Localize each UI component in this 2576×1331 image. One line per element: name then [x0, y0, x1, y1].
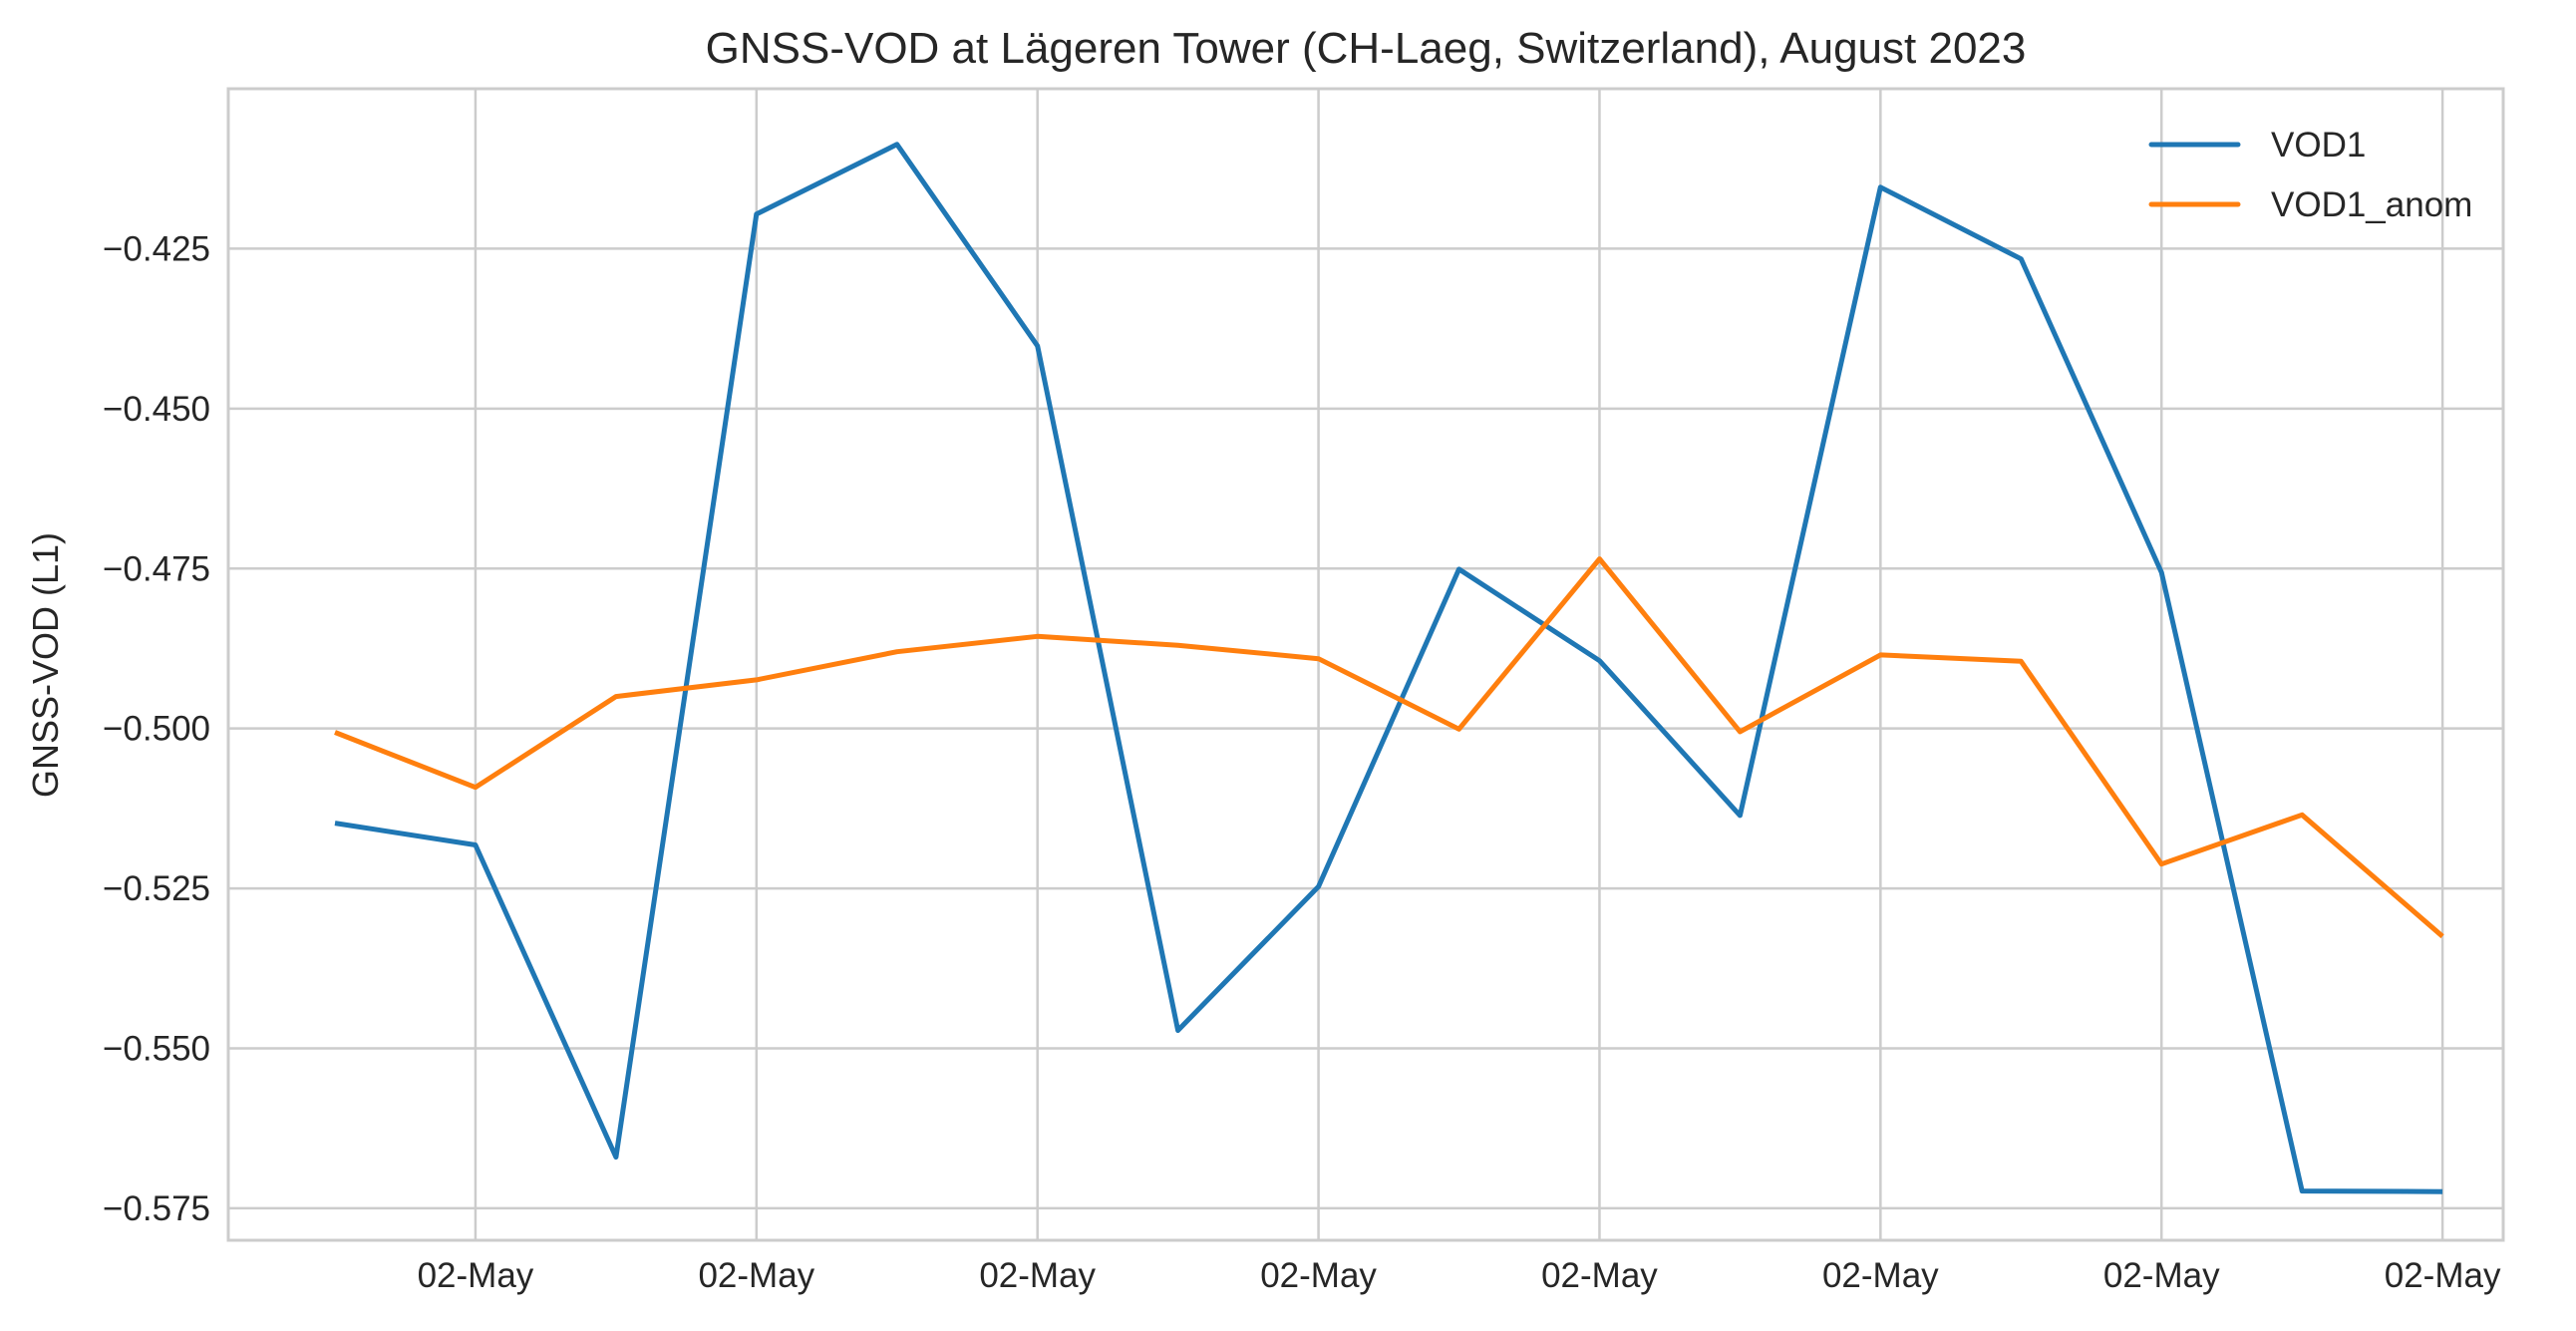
- y-tick-label: −0.425: [103, 229, 210, 268]
- x-tick-label: 02-May: [1260, 1256, 1377, 1295]
- x-tick-label: 02-May: [2385, 1256, 2501, 1295]
- x-tick-label: 02-May: [1822, 1256, 1939, 1295]
- y-tick-label: −0.575: [103, 1189, 210, 1228]
- y-tick-label: −0.550: [103, 1030, 210, 1069]
- y-tick-label: −0.450: [103, 390, 210, 429]
- x-tick-label: 02-May: [698, 1256, 814, 1295]
- legend-label-vod1-anom: VOD1_anom: [2271, 185, 2472, 224]
- x-tick-label: 02-May: [1541, 1256, 1658, 1295]
- x-tick-label: 02-May: [418, 1256, 534, 1295]
- x-tick-label: 02-May: [2103, 1256, 2220, 1295]
- x-tick-label: 02-May: [979, 1256, 1096, 1295]
- y-tick-label: −0.500: [103, 710, 210, 749]
- y-tick-label: −0.475: [103, 549, 210, 588]
- legend-label-vod1: VOD1: [2271, 126, 2366, 165]
- y-axis-label: GNSS-VOD (L1): [25, 532, 66, 798]
- y-tick-label: −0.525: [103, 869, 210, 908]
- chart-title: GNSS-VOD at Lägeren Tower (CH-Laeg, Swit…: [706, 24, 2027, 73]
